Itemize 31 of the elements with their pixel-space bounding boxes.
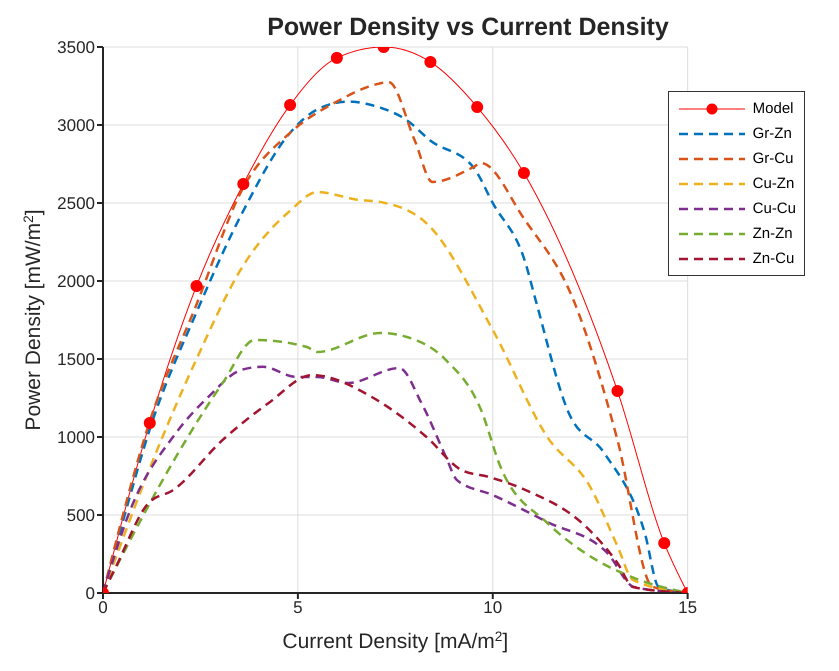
legend-label: Cu-Zn (752, 175, 794, 192)
y-tick-label: 500 (66, 506, 95, 526)
point (190, 280, 203, 292)
point (424, 56, 436, 68)
y-tick-label: 3500 (57, 38, 95, 58)
chart-title: Power Density vs Current Density (267, 13, 669, 41)
point (144, 416, 156, 429)
x-tick-label: 15 (678, 598, 698, 618)
x-tick-label: 10 (483, 598, 502, 618)
point (471, 101, 484, 114)
point (237, 178, 250, 190)
legend-label: Gr-Cu (752, 150, 794, 167)
legend-label: Zn-Cu (752, 250, 794, 267)
legend-label: Zn-Zn (752, 225, 793, 242)
x-axis-title: Current Density [mA/m$^{2}$] (282, 628, 508, 653)
point (518, 167, 530, 180)
y-tick-label: 3000 (57, 116, 95, 136)
legend-label: Model (752, 100, 794, 117)
point (658, 537, 670, 550)
legend-label: Cu-Cu (752, 200, 796, 217)
y-tick-label: 2000 (57, 272, 95, 292)
y-tick-label: 2500 (57, 194, 95, 214)
x-tick-label: 5 (293, 598, 303, 618)
legend-label: Gr-Zn (752, 125, 792, 142)
point (330, 52, 343, 64)
y-tick-label: 1500 (57, 350, 95, 370)
point (284, 99, 296, 112)
x-tick-label: 0 (98, 598, 108, 618)
point (611, 384, 624, 397)
y-tick-label: 0 (86, 584, 95, 604)
y-tick-label: 1000 (57, 428, 95, 448)
